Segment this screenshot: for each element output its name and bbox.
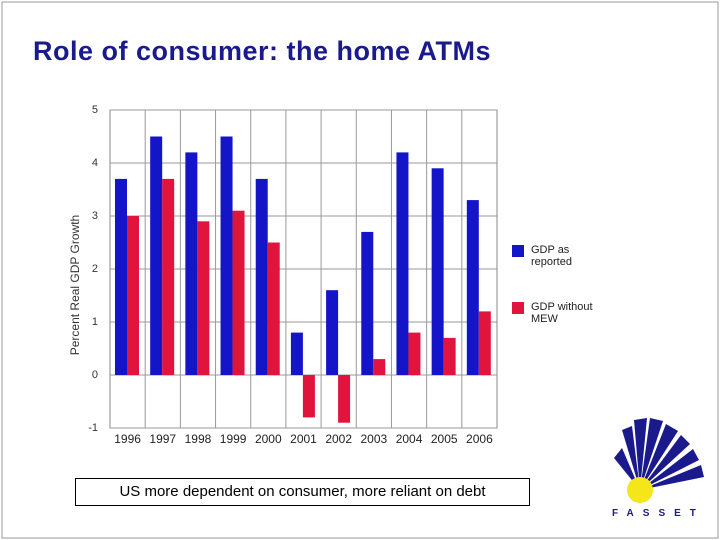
- bar: [197, 221, 210, 375]
- bar: [408, 332, 421, 375]
- y-tick-label: -1: [88, 422, 98, 434]
- bar: [443, 337, 456, 375]
- x-tick-label: 1996: [114, 432, 141, 446]
- bar: [255, 178, 268, 375]
- x-tick-label: 2005: [431, 432, 458, 446]
- bar: [290, 332, 303, 375]
- x-tick-label: 1998: [185, 432, 212, 446]
- bar: [115, 178, 127, 375]
- y-tick-label: 3: [92, 210, 98, 222]
- x-tick-label: 2002: [325, 432, 352, 446]
- logo-text: FASSET: [612, 508, 705, 519]
- x-tick-label: 2001: [290, 432, 317, 446]
- legend-swatch: [512, 302, 524, 314]
- legend-label: GDP as reported: [531, 244, 572, 268]
- bar: [220, 136, 233, 375]
- caption: US more dependent on consumer, more reli…: [75, 478, 530, 506]
- bar: [302, 375, 315, 418]
- bar: [162, 178, 175, 375]
- x-tick-label: 1997: [149, 432, 176, 446]
- logo-mark: [614, 418, 704, 503]
- bar: [267, 242, 280, 375]
- y-tick-label: 0: [92, 369, 98, 381]
- bar: [127, 216, 139, 375]
- x-tick-label: 2000: [255, 432, 282, 446]
- x-tick-label: 2006: [466, 432, 493, 446]
- legend-swatch: [512, 245, 524, 257]
- bar: [232, 210, 245, 375]
- bar: [373, 359, 386, 375]
- y-tick-label: 5: [92, 104, 98, 116]
- legend-label: GDP without MEW: [531, 301, 593, 325]
- bar: [431, 168, 444, 375]
- bar: [396, 152, 409, 375]
- bar: [466, 200, 479, 375]
- y-axis-label: Percent Real GDP Growth: [68, 215, 82, 356]
- bar: [150, 136, 163, 375]
- bar: [478, 311, 491, 375]
- y-tick-label: 4: [92, 157, 98, 169]
- bar: [361, 231, 374, 375]
- x-tick-label: 2003: [361, 432, 388, 446]
- slide-title: Role of consumer: the home ATMs: [33, 36, 492, 66]
- bar: [185, 152, 198, 375]
- bar: [326, 290, 339, 375]
- x-tick-label: 1999: [220, 432, 247, 446]
- bar: [338, 375, 351, 423]
- y-tick-label: 2: [92, 263, 98, 275]
- x-tick-label: 2004: [396, 432, 423, 446]
- y-tick-label: 1: [92, 316, 98, 328]
